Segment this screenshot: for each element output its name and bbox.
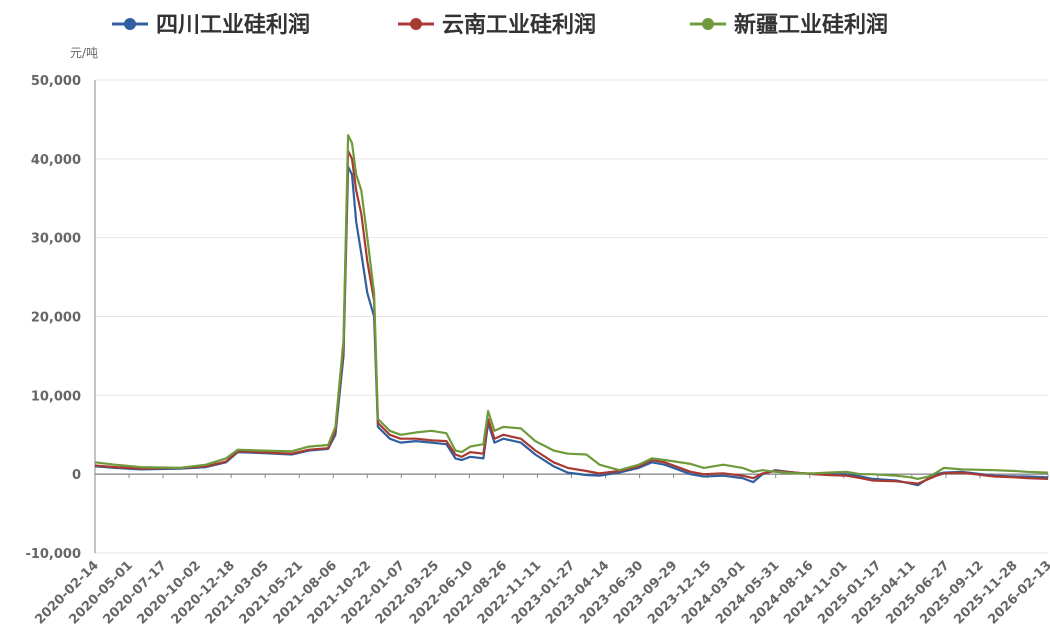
legend-swatch-marker <box>702 18 714 30</box>
y-tick-label: 50,000 <box>31 74 81 89</box>
y-tick-label: -10,000 <box>25 547 81 562</box>
series-line-3 <box>94 134 1049 480</box>
y-tick-label: 0 <box>72 468 81 483</box>
legend-label[interactable]: 云南工业硅利润 <box>442 12 596 38</box>
legend: 四川工业硅利润 云南工业硅利润 新疆工业硅利润 <box>112 12 888 38</box>
series-layer <box>94 134 1049 487</box>
legend-label[interactable]: 新疆工业硅利润 <box>734 12 888 38</box>
y-unit-label: 元/吨 <box>70 46 98 60</box>
y-tick-label: 40,000 <box>31 153 81 168</box>
y-axis: 50,000 40,000 30,000 20,000 10,000 0 -10,000 <box>25 74 96 562</box>
y-tick-label: 20,000 <box>31 311 81 326</box>
y-tick-label: 10,000 <box>31 389 81 404</box>
legend-label[interactable]: 四川工业硅利润 <box>156 12 310 38</box>
series-line-1 <box>94 165 1049 487</box>
legend-swatch-marker <box>410 18 422 30</box>
legend-swatch-marker <box>124 18 136 30</box>
series-line-2 <box>94 149 1049 485</box>
y-tick-label: 30,000 <box>31 232 81 247</box>
x-axis: 2020-02-142020-05-012020-07-172020-10-02… <box>32 474 1050 628</box>
